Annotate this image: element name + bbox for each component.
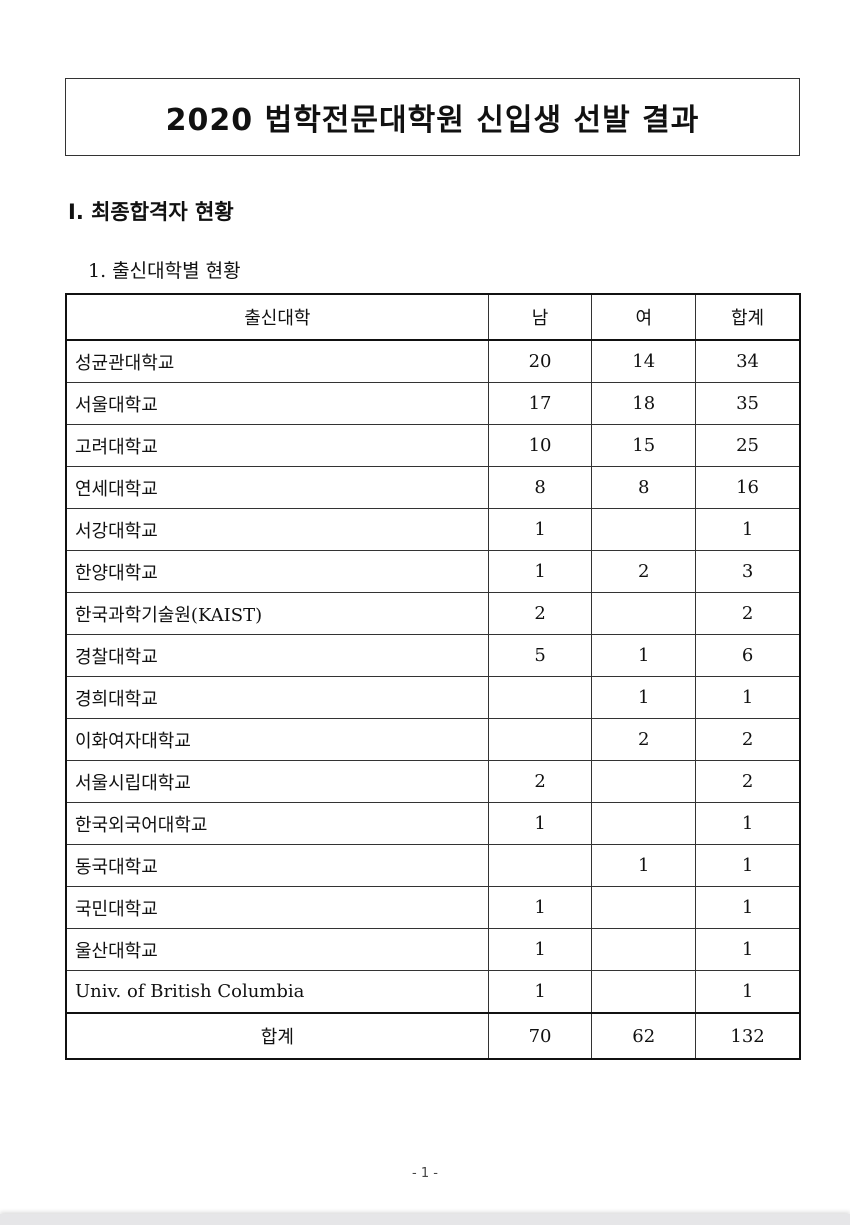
cell-university: 한국외국어대학교 xyxy=(65,802,489,845)
cell-female xyxy=(591,886,697,929)
table-row: 경찰대학교 5 1 6 xyxy=(65,634,801,677)
cell-male: 1 xyxy=(487,508,593,551)
cell-male: 1 xyxy=(487,970,593,1014)
cell-university: Univ. of British Columbia xyxy=(65,970,489,1014)
header-male: 남 xyxy=(487,293,593,341)
cell-university: 한양대학교 xyxy=(65,550,489,593)
cell-total: 2 xyxy=(695,760,801,803)
cell-university: 성균관대학교 xyxy=(65,339,489,383)
cell-university: 동국대학교 xyxy=(65,844,489,887)
cell-male: 10 xyxy=(487,424,593,467)
cell-total: 1 xyxy=(695,508,801,551)
total-sum: 132 xyxy=(695,1012,801,1060)
cell-female: 15 xyxy=(591,424,697,467)
cell-female: 1 xyxy=(591,634,697,677)
cell-female xyxy=(591,928,697,971)
cell-total: 1 xyxy=(695,802,801,845)
table-row: 경희대학교 1 1 xyxy=(65,676,801,719)
title-box: 2020 법학전문대학원 신입생 선발 결과 xyxy=(65,78,800,156)
cell-male: 8 xyxy=(487,466,593,509)
cell-female: 1 xyxy=(591,676,697,719)
cell-female xyxy=(591,760,697,803)
subsection-heading: 1. 출신대학별 현황 xyxy=(88,260,241,282)
cell-male xyxy=(487,676,593,719)
cell-university: 서강대학교 xyxy=(65,508,489,551)
cell-total: 1 xyxy=(695,970,801,1014)
header-university: 출신대학 xyxy=(65,293,489,341)
cell-total: 25 xyxy=(695,424,801,467)
cell-university: 한국과학기술원(KAIST) xyxy=(65,592,489,635)
cell-total: 2 xyxy=(695,718,801,761)
cell-female: 2 xyxy=(591,550,697,593)
total-row: 합계 70 62 132 xyxy=(65,1012,801,1060)
cell-male: 1 xyxy=(487,928,593,971)
table-row: 한양대학교 1 2 3 xyxy=(65,550,801,593)
table-row: 서강대학교 1 1 xyxy=(65,508,801,551)
table-row: 한국외국어대학교 1 1 xyxy=(65,802,801,845)
cell-total: 3 xyxy=(695,550,801,593)
cell-male: 2 xyxy=(487,760,593,803)
table-row: 서울시립대학교 2 2 xyxy=(65,760,801,803)
total-female: 62 xyxy=(591,1012,697,1060)
cell-university: 서울시립대학교 xyxy=(65,760,489,803)
cell-male: 2 xyxy=(487,592,593,635)
table-row: 이화여자대학교 2 2 xyxy=(65,718,801,761)
total-label: 합계 xyxy=(65,1012,489,1060)
cell-female xyxy=(591,970,697,1014)
cell-university: 이화여자대학교 xyxy=(65,718,489,761)
table-row: Univ. of British Columbia 1 1 xyxy=(65,970,801,1014)
table-row: 서울대학교 17 18 35 xyxy=(65,382,801,425)
table-header-row: 출신대학 남 여 합계 xyxy=(65,293,801,341)
table-row: 한국과학기술원(KAIST) 2 2 xyxy=(65,592,801,635)
cell-total: 6 xyxy=(695,634,801,677)
cell-total: 16 xyxy=(695,466,801,509)
header-female: 여 xyxy=(591,293,697,341)
university-table: 출신대학 남 여 합계 성균관대학교 20 14 34 서울대학교 17 18 35 고려대학교… xyxy=(65,293,801,1060)
cell-male xyxy=(487,718,593,761)
table-row: 울산대학교 1 1 xyxy=(65,928,801,971)
total-male: 70 xyxy=(487,1012,593,1060)
table-row: 동국대학교 1 1 xyxy=(65,844,801,887)
cell-university: 서울대학교 xyxy=(65,382,489,425)
cell-female xyxy=(591,508,697,551)
page-bottom-edge xyxy=(0,1214,850,1225)
table-row: 고려대학교 10 15 25 xyxy=(65,424,801,467)
header-total: 합계 xyxy=(695,293,801,341)
cell-male: 5 xyxy=(487,634,593,677)
table-row: 성균관대학교 20 14 34 xyxy=(65,339,801,383)
cell-female: 1 xyxy=(591,844,697,887)
cell-female: 18 xyxy=(591,382,697,425)
cell-female: 8 xyxy=(591,466,697,509)
cell-total: 1 xyxy=(695,676,801,719)
cell-university: 경희대학교 xyxy=(65,676,489,719)
cell-university: 국민대학교 xyxy=(65,886,489,929)
cell-total: 1 xyxy=(695,844,801,887)
cell-university: 연세대학교 xyxy=(65,466,489,509)
cell-total: 34 xyxy=(695,339,801,383)
cell-male: 1 xyxy=(487,802,593,845)
cell-male: 1 xyxy=(487,550,593,593)
cell-female xyxy=(591,802,697,845)
cell-female: 14 xyxy=(591,339,697,383)
page-number: - 1 - xyxy=(412,1166,438,1181)
table-row: 국민대학교 1 1 xyxy=(65,886,801,929)
cell-university: 울산대학교 xyxy=(65,928,489,971)
cell-male: 17 xyxy=(487,382,593,425)
cell-male: 1 xyxy=(487,886,593,929)
document-title: 2020 법학전문대학원 신입생 선발 결과 xyxy=(165,103,700,138)
cell-female: 2 xyxy=(591,718,697,761)
section-heading: Ⅰ. 최종합격자 현황 xyxy=(68,200,234,224)
cell-male xyxy=(487,844,593,887)
cell-female xyxy=(591,592,697,635)
cell-male: 20 xyxy=(487,339,593,383)
cell-university: 경찰대학교 xyxy=(65,634,489,677)
cell-total: 1 xyxy=(695,886,801,929)
cell-total: 1 xyxy=(695,928,801,971)
table-row: 연세대학교 8 8 16 xyxy=(65,466,801,509)
cell-total: 2 xyxy=(695,592,801,635)
cell-total: 35 xyxy=(695,382,801,425)
cell-university: 고려대학교 xyxy=(65,424,489,467)
